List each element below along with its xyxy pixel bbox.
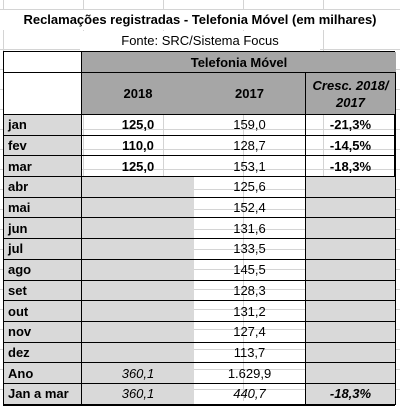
- cell-2018[interactable]: [82, 177, 194, 198]
- row-label-cell[interactable]: out: [4, 301, 82, 322]
- cell-2017[interactable]: 131,6: [194, 218, 306, 240]
- cell-2018[interactable]: [82, 321, 194, 343]
- cell-2017[interactable]: 133,5: [194, 239, 306, 260]
- row-label-cell[interactable]: mai: [4, 197, 82, 219]
- row-label-cell[interactable]: mar: [4, 156, 82, 178]
- row-label-cell[interactable]: nov: [4, 321, 82, 343]
- row-label-cell[interactable]: set: [4, 280, 82, 302]
- row-label-cell[interactable]: dez: [4, 342, 82, 364]
- cell-2018[interactable]: 110,0: [82, 136, 194, 157]
- cell-growth[interactable]: [306, 301, 396, 322]
- cell-2017[interactable]: 440,7: [194, 383, 306, 405]
- cell-2018[interactable]: [82, 301, 194, 322]
- cell-growth[interactable]: -14,5%: [306, 135, 396, 157]
- cell-growth[interactable]: [306, 321, 396, 343]
- header-corner-cell[interactable]: [4, 52, 82, 73]
- row-label-cell[interactable]: Jan a mar: [4, 383, 82, 405]
- cell-growth[interactable]: -18,3%: [306, 383, 396, 405]
- cell-growth[interactable]: [306, 259, 396, 281]
- cell-2018[interactable]: [82, 342, 194, 364]
- cell-2018[interactable]: [82, 259, 194, 281]
- row-label-cell[interactable]: ago: [4, 259, 82, 281]
- row-label-cell[interactable]: fev: [4, 135, 82, 157]
- cell-growth[interactable]: -21,3%: [306, 115, 396, 136]
- row-label-cell[interactable]: jul: [4, 239, 82, 260]
- row-label-cell[interactable]: abr: [4, 177, 82, 198]
- row-label-cell[interactable]: Ano: [4, 363, 82, 384]
- cell-2018[interactable]: 360,1: [82, 383, 194, 405]
- cell-growth[interactable]: -18,3%: [306, 156, 396, 178]
- table-source: Fonte: SRC/Sistema Focus: [80, 31, 320, 51]
- group-header-cell[interactable]: Telefonia Móvel: [82, 52, 396, 73]
- cell-2017[interactable]: 113,7: [194, 342, 306, 364]
- cell-growth[interactable]: [306, 177, 396, 198]
- cell-2017[interactable]: 1.629,9: [194, 363, 306, 384]
- column-header-growth[interactable]: Cresc. 2018/ 2017: [306, 73, 396, 115]
- column-header-2017[interactable]: 2017: [194, 73, 306, 115]
- row-label-cell[interactable]: jun: [4, 218, 82, 240]
- table-title: Reclamações registradas - Telefonia Móve…: [0, 10, 400, 30]
- cell-2018[interactable]: 125,0: [82, 115, 194, 136]
- row-label-cell[interactable]: jan: [4, 115, 82, 136]
- cell-2017[interactable]: 125,6: [194, 177, 306, 198]
- data-table: Telefonia Móvel 2018 2017 Cresc. 2018/ 2…: [3, 51, 396, 406]
- cell-2017[interactable]: 127,4: [194, 321, 306, 343]
- header-corner-cell[interactable]: [4, 73, 82, 115]
- cell-2017[interactable]: 152,4: [194, 197, 306, 219]
- cell-2017[interactable]: 128,3: [194, 280, 306, 302]
- cell-2018[interactable]: [82, 218, 194, 240]
- cell-growth[interactable]: [306, 363, 396, 384]
- cell-growth[interactable]: [306, 218, 396, 240]
- cell-2017[interactable]: 159,0: [194, 115, 306, 136]
- cell-2018[interactable]: 360,1: [82, 363, 194, 384]
- cell-2017[interactable]: 131,2: [194, 301, 306, 322]
- cell-2018[interactable]: [82, 197, 194, 219]
- cell-growth[interactable]: [306, 342, 396, 364]
- cell-2018[interactable]: [82, 280, 194, 302]
- cell-2018[interactable]: 125,0: [82, 156, 194, 178]
- cell-2017[interactable]: 145,5: [194, 259, 306, 281]
- column-header-2018[interactable]: 2018: [82, 73, 194, 115]
- cell-2018[interactable]: [82, 239, 194, 260]
- cell-growth[interactable]: [306, 280, 396, 302]
- cell-2017[interactable]: 128,7: [194, 135, 306, 157]
- cell-growth[interactable]: [306, 197, 396, 219]
- cell-2017[interactable]: 153,1: [194, 156, 306, 178]
- cell-growth[interactable]: [306, 239, 396, 260]
